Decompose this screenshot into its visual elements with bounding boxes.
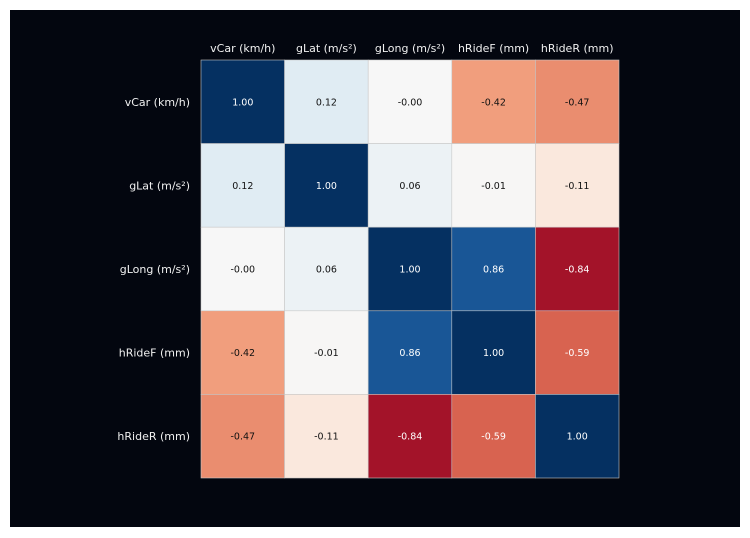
x-tick-label: hRideF (mm) <box>458 42 529 55</box>
heatmap-cell <box>200 59 285 144</box>
cell-value-label: -0.11 <box>565 181 590 192</box>
cell-value-label: -0.42 <box>231 348 256 359</box>
cell-value-label: 0.12 <box>316 97 337 108</box>
heatmap-cell <box>367 143 453 228</box>
cell-value-label: -0.00 <box>231 265 256 276</box>
x-tick-label: vCar (km/h) <box>210 42 275 55</box>
y-tick-label: hRideR (mm) <box>117 430 190 443</box>
heatmap-cell <box>200 143 285 228</box>
heatmap-cell <box>367 310 453 395</box>
chart-panel: vCar (km/h) gLat (m/s²) gLong (m/s²) hRideF… <box>10 10 740 527</box>
heatmap-cell <box>284 394 369 479</box>
cell-value-label: 1.00 <box>399 265 420 276</box>
heatmap-cell <box>367 59 453 144</box>
heatmap-cell <box>451 310 536 395</box>
cell-value-label: 0.06 <box>316 265 337 276</box>
heatmap-cell <box>200 310 285 395</box>
heatmap-cell <box>284 59 369 144</box>
heatmap-cell <box>284 226 369 312</box>
heatmap-cell <box>535 59 620 144</box>
cell-value-label: -0.42 <box>481 97 506 108</box>
cell-value-label: -0.01 <box>481 181 506 192</box>
cell-value-label: 0.86 <box>399 348 420 359</box>
x-tick-label: gLong (m/s²) <box>375 42 445 55</box>
cell-value-label: -0.47 <box>565 97 590 108</box>
cell-value-label: 0.12 <box>232 181 253 192</box>
x-tick-label: hRideR (mm) <box>541 42 614 55</box>
heatmap-cell <box>535 226 620 312</box>
cell-value-label: 1.00 <box>316 181 337 192</box>
cell-value-label: 0.06 <box>399 181 420 192</box>
cell-value-label: -0.11 <box>314 432 339 443</box>
heatmap-cell <box>535 394 620 479</box>
heatmap-cell <box>535 143 620 228</box>
cell-value-label: 1.00 <box>232 97 253 108</box>
correlation-heatmap: vCar (km/h) gLat (m/s²) gLong (m/s²) hRideF… <box>117 42 620 479</box>
cell-value-label: 0.86 <box>483 265 504 276</box>
y-tick-label: gLat (m/s²) <box>129 179 190 192</box>
heatmap-cell <box>451 59 536 144</box>
cell-value-label: -0.47 <box>231 432 256 443</box>
y-tick-label: hRideF (mm) <box>119 347 190 360</box>
heatmap-cell <box>535 310 620 395</box>
cell-value-label: -0.59 <box>481 432 506 443</box>
cell-value-label: -0.01 <box>314 348 339 359</box>
cell-value-label: -0.84 <box>565 265 590 276</box>
cell-value-label: 1.00 <box>567 432 588 443</box>
heatmap-cell <box>367 394 453 479</box>
heatmap-cell <box>367 226 453 312</box>
cell-value-label: -0.59 <box>565 348 590 359</box>
cell-value-label: -0.84 <box>398 432 423 443</box>
x-tick-label: gLat (m/s²) <box>296 42 357 55</box>
y-tick-label: gLong (m/s²) <box>120 263 190 276</box>
heatmap-cell <box>200 394 285 479</box>
heatmap-cell <box>451 226 536 312</box>
heatmap-cell <box>284 310 369 395</box>
y-tick-label: vCar (km/h) <box>125 96 190 109</box>
cell-value-label: 1.00 <box>483 348 504 359</box>
cell-value-label: -0.00 <box>398 97 423 108</box>
